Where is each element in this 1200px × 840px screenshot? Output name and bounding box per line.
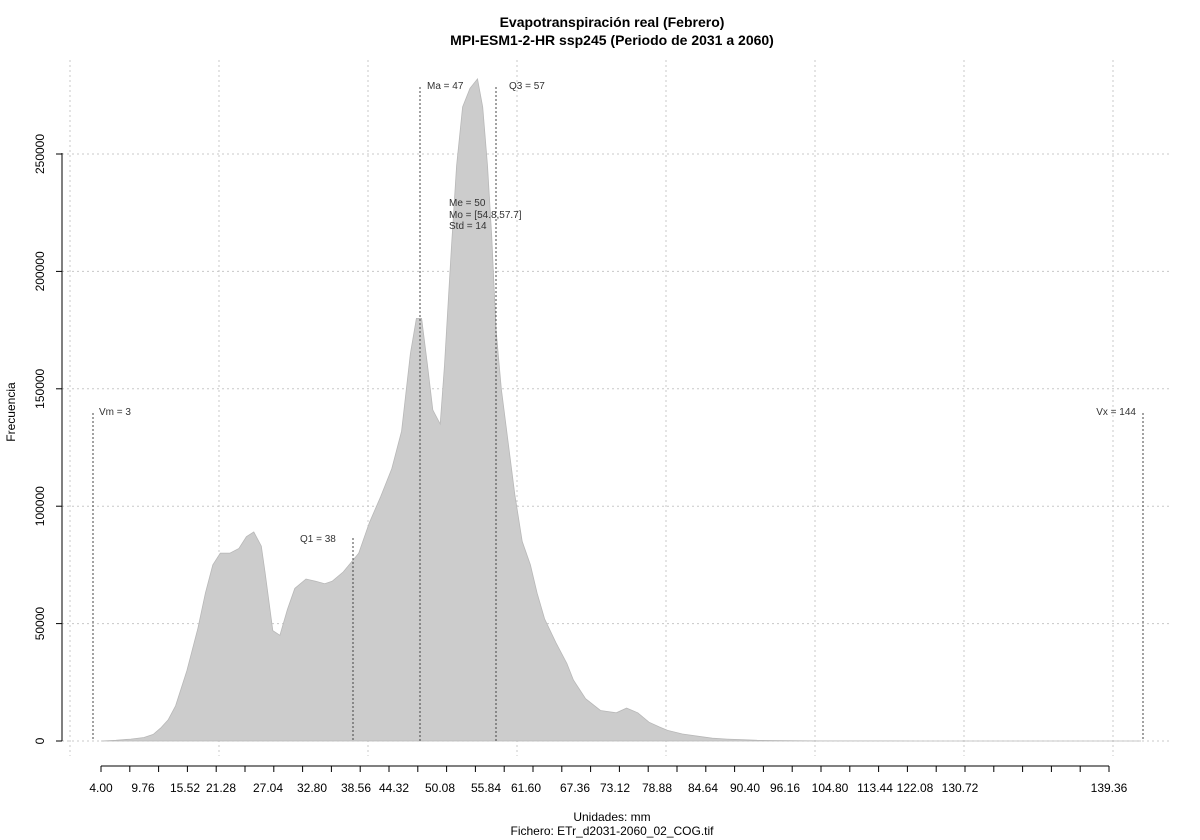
x-axis-label: Unidades: mm	[573, 810, 650, 824]
x-tick-label: 113.44	[857, 781, 893, 795]
stat-q3-label: Q3 = 57	[509, 81, 545, 92]
x-tick-label: 78.88	[642, 781, 672, 795]
stat-q1-label: Q1 = 38	[300, 534, 336, 545]
x-tick-label: 67.36	[560, 781, 590, 795]
y-tick-label: 50000	[33, 607, 47, 641]
y-axis-ticks: 0 50000 100000 150000 200000 250000	[33, 134, 62, 744]
x-tick-label: 130.72	[942, 781, 979, 795]
x-tick-label: 139.36	[1091, 781, 1128, 795]
y-tick-label: 250000	[33, 134, 47, 174]
x-tick-label: 50.08	[425, 781, 455, 795]
x-tick-label: 90.40	[730, 781, 760, 795]
stat-ma-label: Ma = 47	[427, 81, 464, 92]
x-tick-label: 4.00	[89, 781, 113, 795]
stat-me-label: Me = 50	[449, 198, 486, 209]
statistic-markers	[92, 87, 1144, 741]
y-tick-label: 200000	[33, 251, 47, 291]
chart-subtitle: MPI-ESM1-2-HR ssp245 (Periodo de 2031 a …	[450, 32, 774, 48]
x-tick-label: 104.80	[812, 781, 849, 795]
x-tick-label: 84.64	[688, 781, 718, 795]
x-tick-label: 27.04	[253, 781, 283, 795]
x-tick-label: 55.84	[471, 781, 501, 795]
stat-std-label: Std = 14	[449, 221, 487, 232]
frequency-area	[100, 77, 1141, 742]
x-tick-label: 21.28	[206, 781, 236, 795]
x-tick-label: 44.32	[379, 781, 409, 795]
frequency-area-path	[100, 77, 1141, 742]
stat-mo-label: Mo = [54.8,57.7]	[449, 210, 522, 221]
y-axis-label: Frecuencia	[4, 382, 18, 442]
y-tick-label: 0	[33, 737, 47, 744]
x-tick-label: 38.56	[341, 781, 371, 795]
stat-vx-label: Vx = 144	[1096, 407, 1136, 418]
x-tick-label: 122.08	[897, 781, 934, 795]
file-label: Fichero: ETr_d2031-2060_02_COG.tif	[511, 824, 715, 838]
x-tick-label: 32.80	[297, 781, 327, 795]
chart-title: Evapotranspiración real (Febrero)	[500, 14, 725, 30]
x-axis-ticks: 4.00 9.76 15.52 21.28 27.04 32.80 38.56 44.32 50…	[89, 766, 1128, 795]
x-tick-label: 15.52	[170, 781, 200, 795]
stat-vm-label: Vm = 3	[99, 407, 131, 418]
x-tick-label: 61.60	[511, 781, 541, 795]
y-tick-label: 150000	[33, 368, 47, 408]
y-tick-label: 100000	[33, 486, 47, 526]
x-tick-label: 9.76	[131, 781, 155, 795]
x-tick-label: 73.12	[600, 781, 630, 795]
x-tick-label: 96.16	[770, 781, 800, 795]
